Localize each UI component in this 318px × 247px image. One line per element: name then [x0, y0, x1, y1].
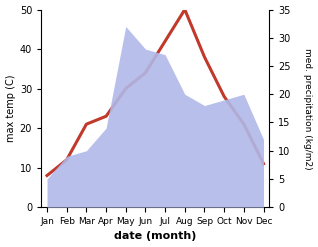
X-axis label: date (month): date (month): [114, 231, 197, 242]
Y-axis label: max temp (C): max temp (C): [5, 75, 16, 142]
Y-axis label: med. precipitation (kg/m2): med. precipitation (kg/m2): [303, 48, 313, 169]
